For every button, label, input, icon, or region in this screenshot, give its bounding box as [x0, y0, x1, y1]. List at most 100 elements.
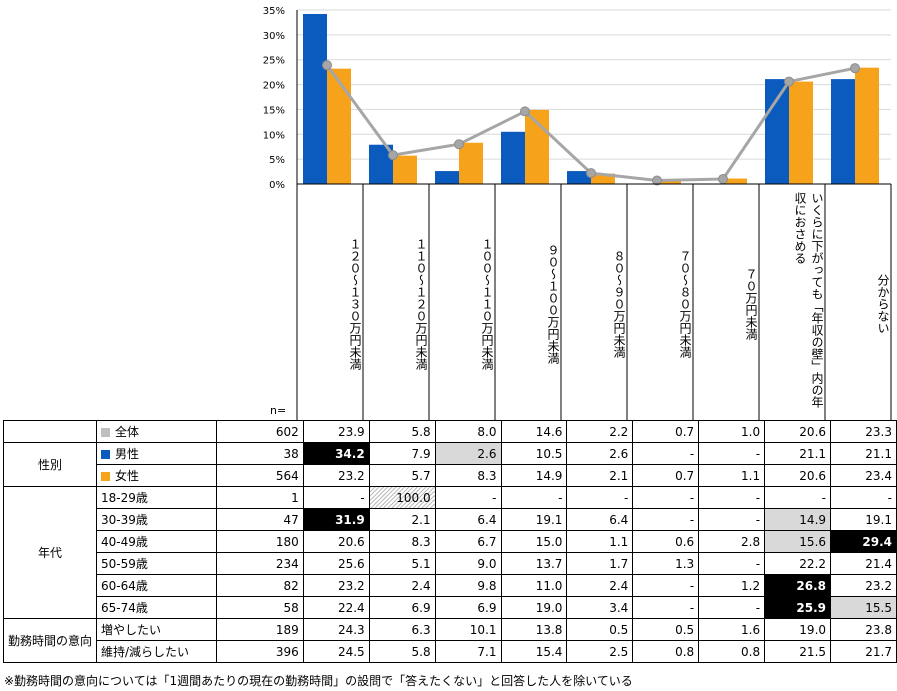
- table-cell: 2.2: [566, 420, 634, 443]
- chart-gridlines: [297, 9, 891, 160]
- row-n-value: 82: [215, 574, 304, 597]
- table-cell: -: [500, 486, 568, 509]
- category-label: いくらに下がっても「年収の壁」内の年収におさめる: [793, 192, 824, 408]
- category-label: 分からない: [876, 273, 890, 334]
- y-tick-label: 20%: [263, 81, 285, 92]
- total-series-point: [322, 60, 332, 71]
- table-cell: -: [632, 596, 700, 619]
- row-n-value: 180: [215, 530, 304, 553]
- row-label: 女性: [96, 464, 217, 487]
- table-cell: -: [566, 486, 634, 509]
- table-row: 40-49歳 180 20.6 8.3 6.7 15.0 1.1 0.6 2.8 15.6 29.4: [4, 530, 897, 553]
- table-cell: 0.8: [632, 640, 700, 663]
- table-cell: 14.6: [500, 420, 568, 443]
- table-cell: 0.5: [632, 618, 700, 641]
- table-cell: -: [632, 486, 700, 509]
- table-cell: 8.0: [434, 420, 502, 443]
- table-cell: 1.2: [698, 574, 766, 597]
- table-cell: 24.3: [302, 618, 370, 641]
- legend-swatch: [101, 449, 111, 459]
- table-cell: 26.8: [764, 574, 832, 597]
- table-cell: -: [698, 442, 766, 465]
- row-n-value: 47: [215, 508, 304, 531]
- table-cell: 6.3: [368, 618, 436, 641]
- table-row: 65-74歳 58 22.4 6.9 6.9 19.0 3.4- -25.9 15.5: [4, 596, 897, 619]
- category-label: １２０～１３０万円未満: [348, 237, 362, 370]
- table-cell: 5.8: [368, 640, 436, 663]
- table-cell: 7.1: [434, 640, 502, 663]
- table-cell: 21.1: [764, 442, 832, 465]
- row-label: 65-74歳: [96, 596, 217, 619]
- table-cell: 34.2: [302, 442, 370, 465]
- bar-line-chart: 0% 5% 10% 15% 20% 25% 30% 35%: [263, 6, 892, 420]
- bar-male: [831, 79, 855, 184]
- table-cell: 2.1: [566, 464, 634, 487]
- table-row: 維持/減らしたい 396 24.5 5.8 7.1 15.4 2.5 0.8 0.8 21.5 21…: [4, 640, 897, 663]
- bar-female: [855, 67, 879, 184]
- table-cell: 23.9: [302, 420, 370, 443]
- table-cell: 19.1: [830, 508, 897, 531]
- table-cell: 0.8: [698, 640, 766, 663]
- bar-male: [501, 131, 525, 184]
- row-n-value: 58: [215, 596, 304, 619]
- bar-male: [765, 79, 789, 184]
- table-cell: -: [698, 486, 766, 509]
- table-cell: 6.4: [434, 508, 502, 531]
- bar-male: [567, 171, 591, 184]
- row-group-label: 性別: [2, 442, 98, 487]
- row-label: 全体: [96, 420, 217, 443]
- total-series-point: [388, 150, 398, 161]
- table-cell: 8.3: [434, 464, 502, 487]
- table-cell: -: [632, 574, 700, 597]
- table-cell: 100.0: [368, 486, 436, 509]
- bar-female: [459, 142, 483, 184]
- table-cell: 2.5: [566, 640, 634, 663]
- bar-female: [591, 173, 615, 184]
- table-cell: 23.2: [302, 574, 370, 597]
- table-cell: 5.1: [368, 552, 436, 575]
- table-cell: 0.6: [632, 530, 700, 553]
- table-row: 60-64歳 82 23.2 2.4 9.8 11.0 2.4-1.2 26.8 23.2: [4, 574, 897, 597]
- table-cell: 15.5: [830, 596, 897, 619]
- y-tick-label: 25%: [263, 56, 285, 67]
- table-cell: 19.0: [500, 596, 568, 619]
- table-cell: 8.3: [368, 530, 436, 553]
- table-cell: 21.1: [830, 442, 897, 465]
- table-cell: 21.5: [764, 640, 832, 663]
- total-series-point: [850, 63, 860, 74]
- row-group-label: 年代: [2, 486, 98, 619]
- total-series-point: [454, 139, 464, 150]
- table-cell: 14.9: [764, 508, 832, 531]
- row-n-value: 602: [215, 420, 304, 443]
- table-cell: 9.0: [434, 552, 502, 575]
- bar-male: [303, 13, 327, 184]
- table-cell: 3.4: [566, 596, 634, 619]
- legend-swatch: [101, 471, 111, 481]
- table-cell: 2.8: [698, 530, 766, 553]
- table-cell: 13.7: [500, 552, 568, 575]
- table-cell: 6.9: [368, 596, 436, 619]
- table-cell: 23.4: [830, 464, 897, 487]
- total-series-point: [718, 174, 728, 185]
- table-row: 50-59歳 234 25.6 5.1 9.0 13.7 1.7 1.3-22.2 21.4: [4, 552, 897, 575]
- total-series-point: [652, 175, 662, 186]
- bar-female: [789, 81, 813, 184]
- table-cell: 1.1: [698, 464, 766, 487]
- chart-bars: [303, 13, 879, 184]
- table-cell: 11.0: [500, 574, 568, 597]
- category-label: １１０～１２０万円未満: [414, 237, 428, 370]
- n-label: n=: [270, 404, 287, 417]
- table-cell: 31.9: [302, 508, 370, 531]
- table-cell: 2.4: [566, 574, 634, 597]
- table-cell: 23.3: [830, 420, 897, 443]
- table-cell: -: [632, 508, 700, 531]
- table-cell: 0.7: [632, 464, 700, 487]
- table-cell: 5.8: [368, 420, 436, 443]
- table-cell: 22.4: [302, 596, 370, 619]
- table-cell: 1.3: [632, 552, 700, 575]
- total-series-point: [520, 106, 530, 117]
- y-tick-label: 0%: [269, 180, 285, 191]
- category-label: ８０～９０万円未満: [612, 249, 626, 358]
- table-row: 性別 男性 38 34.2 7.9 2.6 10.5 2.6- -21.1 21.1: [2, 442, 897, 487]
- table-cell: 13.8: [500, 618, 568, 641]
